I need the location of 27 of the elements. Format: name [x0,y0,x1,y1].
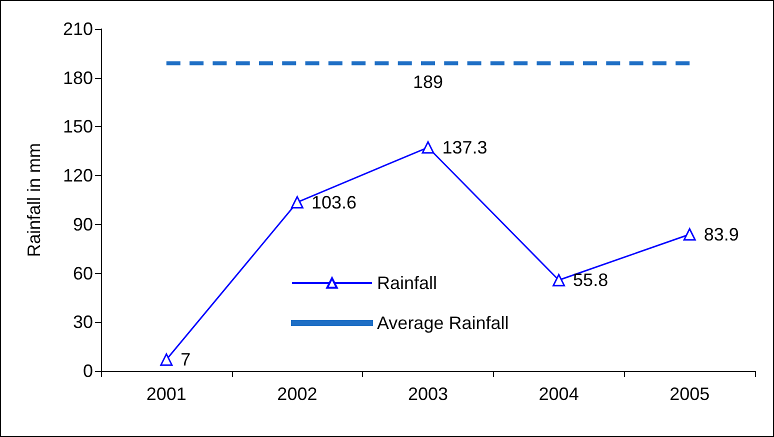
x-tick-label: 2004 [538,384,579,404]
data-label: 103.6 [311,192,356,212]
x-tick-label: 2001 [146,384,186,404]
y-tick-label: 30 [72,312,93,332]
data-label: 189 [412,72,444,92]
point [160,353,173,366]
point [290,196,304,209]
data-label: 55.8 [573,270,608,290]
x-tick-label: 2003 [408,384,448,404]
x-tick-label: 2005 [670,384,710,404]
y-tick-label: 90 [72,214,93,234]
y-tick-label: 120 [62,166,93,186]
y-tick-label: 150 [62,116,93,137]
y-tick-label: 180 [62,68,93,88]
y-axis-title: Rainfall in mm [24,142,44,258]
point [422,141,434,154]
data-label: 83.9 [704,224,739,244]
legend-label: Rainfall [377,273,438,293]
point [552,274,566,286]
y-tick-label: 210 [62,19,93,39]
y-tick-label: 0 [82,361,93,381]
point [683,228,696,241]
x-tick-label: 2002 [277,384,318,404]
y-tick-label: 60 [72,263,93,284]
data-label: 137.3 [442,137,488,158]
legend-label: Average Rainfall [377,313,509,333]
data-label: 7 [180,350,191,370]
